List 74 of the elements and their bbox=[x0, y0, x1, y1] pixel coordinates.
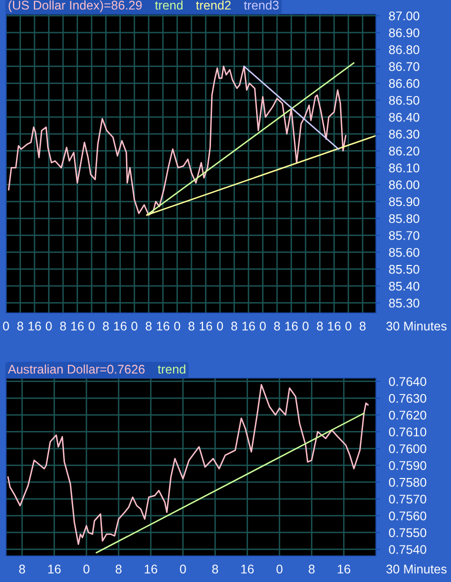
x-tick-label: 0 bbox=[180, 564, 186, 574]
x-tick-label: 0 bbox=[88, 322, 95, 331]
x-tick-label: 0 bbox=[3, 322, 9, 331]
text: trend3 bbox=[244, 0, 279, 10]
y-tick-label: 86.20 bbox=[389, 146, 420, 156]
y-tick-label: 86.30 bbox=[389, 130, 420, 139]
x-tick-label: 8 bbox=[316, 322, 323, 331]
x-tick-label: 0 bbox=[83, 564, 90, 574]
x-tick-label: 16 bbox=[328, 322, 340, 331]
x-tick-label: 16 bbox=[144, 564, 158, 574]
x-tick-label: 16 bbox=[48, 564, 61, 574]
y-tick-label: 86.80 bbox=[389, 45, 420, 54]
x-tick-label: 8 bbox=[116, 564, 122, 574]
x-tick-label: 16 bbox=[71, 322, 84, 331]
x-tick-label: 16 bbox=[156, 322, 170, 331]
text: trend bbox=[155, 0, 182, 10]
y-tick-label: 0.7600 bbox=[388, 444, 426, 454]
y-tick-label: 0.7540 bbox=[388, 545, 426, 554]
text: (US Dollar Index)=86.29 bbox=[8, 0, 142, 12]
y-tick-label: 85.80 bbox=[389, 214, 420, 224]
text: trend bbox=[158, 364, 186, 374]
y-tick-label: 0.7590 bbox=[388, 461, 426, 470]
y-tick-label: 0.7630 bbox=[388, 394, 426, 403]
x-tick-label: 8 bbox=[274, 322, 280, 331]
x-tick-label: 16 bbox=[285, 322, 298, 331]
x-tick-label: 16 bbox=[241, 564, 254, 574]
x-tick-label: 0 bbox=[174, 322, 180, 331]
y-tick-label: 87.00 bbox=[389, 11, 420, 20]
y-tick-label: 0.7640 bbox=[388, 377, 426, 386]
x-tick-label: 16 bbox=[28, 322, 41, 331]
x-tick-label: 16 bbox=[338, 564, 350, 574]
x-tick-label: 8 bbox=[17, 322, 24, 331]
x-tick-label: 0 bbox=[216, 322, 223, 331]
y-tick-label: 0.7620 bbox=[388, 410, 426, 420]
y-tick-label: 0.7580 bbox=[388, 478, 426, 487]
x-tick-label: 8 bbox=[19, 564, 26, 574]
x-tick-label: 8 bbox=[146, 322, 152, 331]
x-tick-label: 8 bbox=[360, 322, 366, 331]
x-tick-label: 8 bbox=[308, 564, 315, 574]
x-tick-label: 8 bbox=[60, 322, 66, 331]
y-tick-label: 0.7550 bbox=[388, 528, 426, 538]
x-tick-label: 0 bbox=[302, 322, 309, 331]
y-tick-label: 85.40 bbox=[389, 282, 420, 291]
y-tick-label: 85.90 bbox=[389, 197, 420, 206]
x-tick-label: 0 bbox=[345, 322, 352, 331]
x-tick-label: 0 bbox=[46, 322, 52, 331]
y-tick-label: 0.7560 bbox=[388, 512, 426, 520]
x-tick-label: 8 bbox=[102, 322, 109, 331]
x-tick-label: 16 bbox=[242, 322, 255, 331]
y-tick-label: 86.00 bbox=[389, 180, 420, 190]
y-tick-label: 86.40 bbox=[389, 112, 420, 122]
x-tick-label: 16 bbox=[200, 322, 212, 331]
x-tick-label: 8 bbox=[212, 564, 218, 574]
y-tick-label: 0.7610 bbox=[388, 428, 426, 436]
x-tick-label: 0 bbox=[131, 322, 138, 331]
x-tick-label: 0 bbox=[276, 564, 282, 574]
text: Australian Dollar=0.7626 bbox=[8, 364, 145, 374]
y-tick-label: 86.60 bbox=[389, 79, 420, 88]
y-tick-label: 86.10 bbox=[389, 164, 420, 172]
y-tick-label: 85.70 bbox=[389, 231, 420, 240]
text: 30 Minutes bbox=[386, 321, 447, 331]
y-tick-label: 86.70 bbox=[389, 62, 420, 72]
x-tick-label: 8 bbox=[188, 322, 194, 331]
y-tick-label: 86.50 bbox=[389, 96, 420, 105]
text: trend2 bbox=[196, 0, 231, 10]
y-tick-label: 85.60 bbox=[389, 248, 420, 257]
x-tick-label: 0 bbox=[260, 322, 266, 331]
y-tick-label: 86.90 bbox=[389, 28, 420, 38]
x-tick-label: 16 bbox=[114, 322, 127, 331]
y-tick-label: 0.7570 bbox=[388, 494, 426, 504]
y-tick-label: 85.30 bbox=[389, 298, 420, 308]
y-tick-label: 85.50 bbox=[389, 264, 420, 274]
text: 30 Minutes bbox=[386, 564, 447, 574]
x-tick-label: 8 bbox=[231, 322, 238, 331]
